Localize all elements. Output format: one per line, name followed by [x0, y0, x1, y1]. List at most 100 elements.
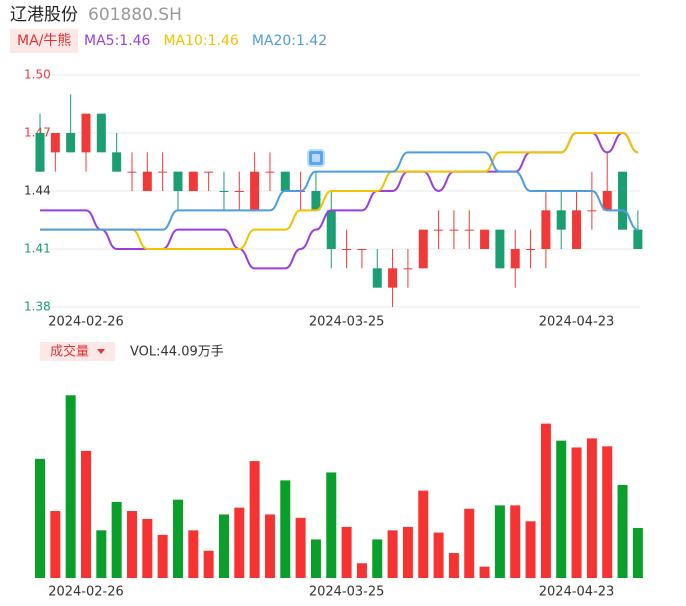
candle-body	[556, 210, 566, 230]
candle-body	[510, 249, 520, 269]
volume-bar	[372, 539, 383, 578]
tag-bg[interactable]	[10, 29, 78, 53]
candle-body	[50, 133, 60, 153]
volume-bar	[540, 423, 551, 578]
volume-bar	[510, 505, 521, 578]
candle-body	[311, 191, 321, 211]
volume-bar	[50, 511, 61, 578]
x-tick-label: 2024-04-23	[539, 585, 615, 600]
volume-bar	[479, 566, 490, 578]
x-tick-label: 2024-02-26	[48, 585, 124, 600]
stock-code: 601880.SH	[88, 5, 182, 25]
candle-body	[280, 171, 290, 191]
candle-body	[204, 171, 214, 173]
candle-body	[326, 210, 336, 249]
candle-body	[234, 191, 244, 192]
candle-body	[250, 171, 260, 211]
volume-bar	[341, 526, 352, 578]
volume-bar	[96, 530, 107, 578]
volume-bar	[556, 440, 567, 578]
x-tick-label: 2024-04-23	[539, 315, 615, 330]
candle-body	[480, 229, 490, 249]
candle-body	[81, 113, 91, 153]
y-tick-label: 1.38	[24, 300, 51, 314]
volume-bar	[249, 461, 260, 578]
volume-bar	[310, 539, 321, 578]
candle-body	[526, 249, 536, 250]
candle-body	[127, 171, 137, 173]
candle-body	[112, 152, 122, 172]
y-tick-label: 1.41	[24, 242, 51, 256]
volume-label: VOL:44.09万手	[130, 345, 224, 360]
volume-bar	[142, 518, 153, 578]
x-tick-label: 2024-03-25	[309, 315, 385, 330]
volume-bar	[602, 446, 613, 578]
x-tick-label: 2024-03-25	[309, 585, 385, 600]
candle-body	[618, 171, 628, 230]
x-tick-label: 2024-02-26	[48, 315, 124, 330]
volume-bar	[111, 501, 122, 578]
volume-bar	[448, 553, 459, 578]
candle-body	[587, 210, 597, 212]
volume-bar	[617, 484, 628, 578]
volume-bar	[126, 511, 137, 578]
y-tick-label: 1.50	[24, 68, 51, 82]
candle-body	[464, 229, 474, 231]
volume-bar	[234, 507, 245, 578]
dropdown-arrow[interactable]	[97, 349, 105, 354]
candle-body	[96, 113, 106, 153]
volume-bar	[65, 395, 76, 578]
volume-bar	[464, 508, 475, 578]
ma-tag[interactable]: MA/牛熊	[17, 33, 71, 49]
candle-body	[602, 191, 612, 211]
volume-bar	[80, 450, 91, 578]
ma-line	[40, 132, 639, 250]
candle-body	[35, 133, 45, 172]
ma-line	[40, 151, 639, 231]
volume-tag[interactable]: 成交量	[50, 344, 89, 360]
candle-body	[495, 229, 505, 269]
legend-entry: MA5:1.46	[84, 33, 151, 49]
candle-body	[541, 210, 551, 249]
candle-body	[372, 268, 382, 288]
candle-body	[403, 268, 413, 270]
volume-bar	[157, 534, 168, 578]
volume-bar	[280, 480, 291, 578]
candle-body	[173, 171, 183, 191]
volume-bar	[188, 530, 199, 578]
volume-bar	[418, 490, 429, 578]
candle-body	[142, 171, 152, 191]
candle-body	[158, 171, 168, 173]
volume-bar	[632, 527, 643, 578]
candle-body	[633, 229, 643, 249]
candle-body	[388, 268, 398, 288]
volume-bar	[525, 521, 536, 578]
volume-bar	[295, 517, 306, 578]
volume-bar	[387, 530, 398, 578]
y-tick-label: 1.44	[24, 184, 51, 198]
candle-body	[572, 210, 582, 249]
volume-bar	[571, 447, 582, 578]
volume-bar	[402, 526, 413, 578]
volume-bar	[218, 514, 229, 578]
candle-body	[357, 249, 367, 250]
candle-body	[66, 133, 76, 153]
volume-bar	[586, 438, 597, 578]
volume-bar	[35, 458, 45, 578]
volume-bar	[494, 505, 505, 578]
volume-bar	[326, 472, 337, 578]
volume-bar	[356, 563, 367, 578]
event-badge[interactable]	[307, 149, 325, 167]
stock-name: 辽港股份	[10, 5, 78, 25]
volume-bar	[172, 499, 183, 578]
volume-bar	[203, 550, 214, 578]
legend-entry: MA10:1.46	[163, 33, 238, 49]
candle-body	[188, 171, 198, 191]
candle-body	[434, 229, 444, 231]
candle-body	[418, 229, 428, 269]
legend-entry: MA20:1.42	[252, 33, 327, 49]
candle-body	[449, 229, 459, 231]
tag-bg[interactable]	[40, 342, 115, 361]
candle-body	[265, 171, 275, 173]
